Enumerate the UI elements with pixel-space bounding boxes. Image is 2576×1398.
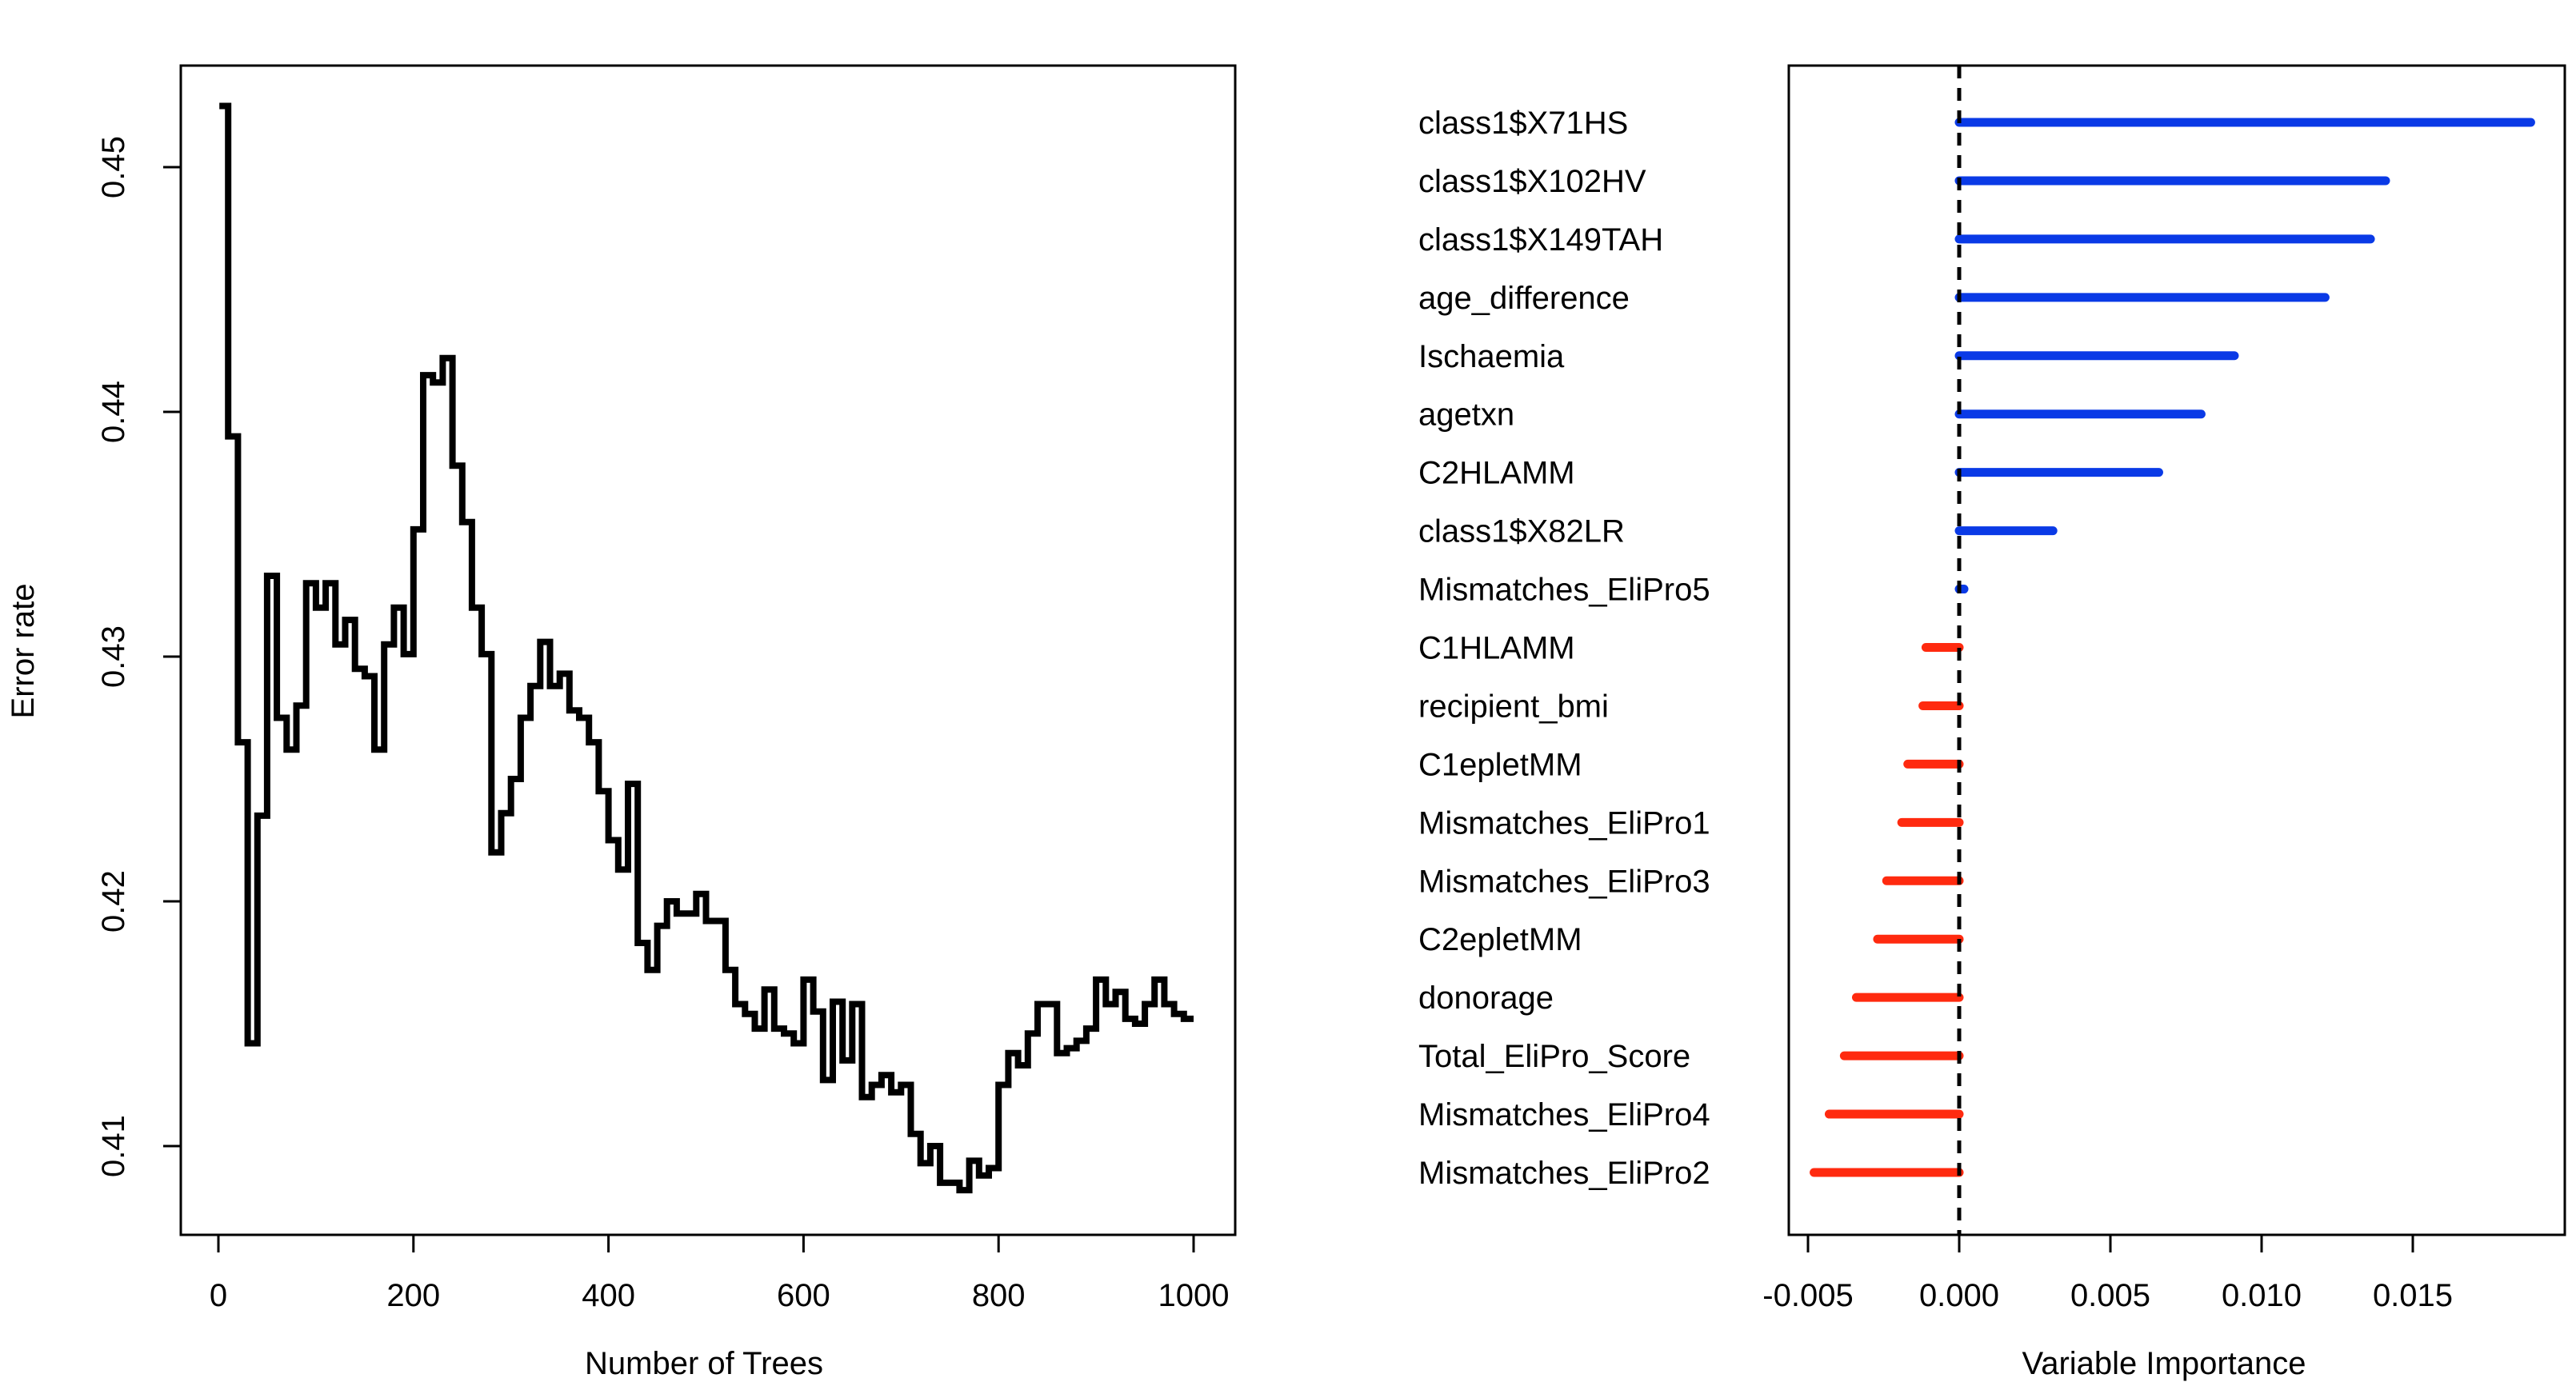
y-tick-label: 0.43 bbox=[96, 625, 131, 688]
variable-label: Mismatches_EliPro1 bbox=[1418, 805, 1710, 841]
variable-label: Mismatches_EliPro5 bbox=[1418, 573, 1710, 608]
variable-labels: class1$X71HS class1$X102HV class1$X149TAH a… bbox=[1418, 106, 1710, 1191]
x-tick-label: 1000 bbox=[1158, 1278, 1230, 1313]
x-tick-label: -0.005 bbox=[1762, 1278, 1853, 1313]
x-tick-label: 600 bbox=[777, 1278, 830, 1313]
variable-label: class1$X82LR bbox=[1418, 514, 1625, 549]
x-tick-label: 0.000 bbox=[1919, 1278, 1999, 1313]
x-axis-title: Number of Trees bbox=[585, 1346, 823, 1381]
x-axis-title: Variable Importance bbox=[2022, 1346, 2306, 1381]
variable-label: donorage bbox=[1418, 981, 1554, 1016]
error-rate-panel: 0 200 400 600 800 1000 0.41 0.42 0.43 0.44 0.45 N… bbox=[6, 64, 1237, 1381]
variable-label: C2epletMM bbox=[1418, 922, 1582, 957]
variable-label: Mismatches_EliPro3 bbox=[1418, 864, 1710, 899]
x-tick-label: 800 bbox=[972, 1278, 1026, 1313]
variable-label: C1HLAMM bbox=[1418, 631, 1575, 666]
variable-label: class1$X102HV bbox=[1418, 164, 1646, 199]
variable-label: Mismatches_EliPro2 bbox=[1418, 1156, 1710, 1191]
y-tick-label: 0.41 bbox=[96, 1115, 131, 1177]
y-tick-label: 0.44 bbox=[96, 381, 131, 443]
variable-label: Ischaemia bbox=[1418, 339, 1565, 374]
error-rate-line bbox=[219, 102, 1194, 1194]
x-tick-label: 0.015 bbox=[2373, 1278, 2453, 1313]
x-tick-label: 400 bbox=[582, 1278, 635, 1313]
y-tick-label: 0.42 bbox=[96, 870, 131, 933]
variable-label: Total_EliPro_Score bbox=[1418, 1039, 1690, 1074]
x-tick-label: 200 bbox=[386, 1278, 440, 1313]
error-rate-plot-frame bbox=[179, 64, 1237, 1236]
x-tick-label: 0.005 bbox=[2070, 1278, 2150, 1313]
variable-importance-panel: class1$X71HS class1$X102HV class1$X149TAH a… bbox=[1418, 64, 2566, 1381]
variable-label: C2HLAMM bbox=[1418, 456, 1575, 491]
error-rate-y-axis: 0.41 0.42 0.43 0.44 0.45 bbox=[96, 136, 182, 1177]
y-axis-title: Error rate bbox=[6, 584, 41, 719]
x-tick-label: 0.010 bbox=[2222, 1278, 2302, 1313]
variable-label: C1epletMM bbox=[1418, 747, 1582, 782]
variable-label: class1$X71HS bbox=[1418, 106, 1628, 141]
variable-label: Mismatches_EliPro4 bbox=[1418, 1097, 1710, 1132]
variable-label: agetxn bbox=[1418, 397, 1514, 433]
variable-label: recipient_bmi bbox=[1418, 689, 1609, 724]
variable-label: age_difference bbox=[1418, 281, 1630, 316]
importance-x-axis: -0.005 0.000 0.005 0.010 0.015 bbox=[1762, 1233, 2453, 1313]
variable-label: class1$X149TAH bbox=[1418, 222, 1663, 258]
x-tick-label: 0 bbox=[210, 1278, 227, 1313]
trees-x-axis: 0 200 400 600 800 1000 bbox=[210, 1233, 1230, 1313]
y-tick-label: 0.45 bbox=[96, 136, 131, 198]
importance-bars bbox=[1810, 118, 2535, 1177]
